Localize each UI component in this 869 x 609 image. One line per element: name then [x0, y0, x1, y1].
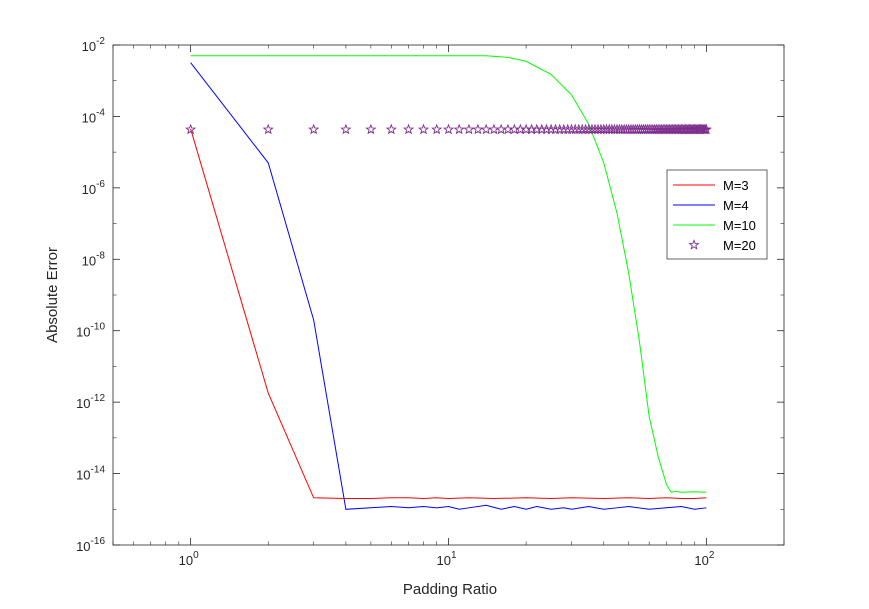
marker-point	[431, 123, 443, 135]
legend-label-m-3: M=3	[723, 178, 749, 193]
marker-point	[365, 123, 377, 135]
marker-point	[463, 123, 475, 135]
y-axis-label: Absolute Error	[44, 247, 61, 343]
series-line-m-10	[190, 55, 707, 493]
x-axis-label: Padding Ratio	[403, 581, 497, 598]
marker-point	[185, 123, 197, 135]
legend-swatch-m-20	[688, 239, 700, 250]
series-line-m-4	[190, 62, 707, 510]
series-markers-m-20	[185, 123, 712, 135]
marker-point	[262, 123, 274, 135]
marker-point	[700, 123, 712, 135]
plot-area: 100 101 10210-1610-1410-1210-1010-810-610-…	[76, 36, 785, 568]
legend-label-m-4: M=4	[723, 198, 749, 213]
series-line-m-3	[190, 128, 707, 500]
marker-point	[417, 123, 430, 135]
marker-point	[402, 123, 415, 135]
legend: M=3 M=4 M=10 M=20	[666, 169, 768, 260]
legend-label-m-10: M=10	[723, 218, 756, 233]
marker-point	[308, 123, 320, 135]
marker-point	[453, 123, 465, 135]
marker-point	[442, 123, 455, 135]
marker-point	[385, 123, 397, 135]
legend-label-m-20: M=20	[723, 238, 756, 253]
marker-point	[340, 123, 352, 135]
axes-box	[112, 44, 785, 546]
